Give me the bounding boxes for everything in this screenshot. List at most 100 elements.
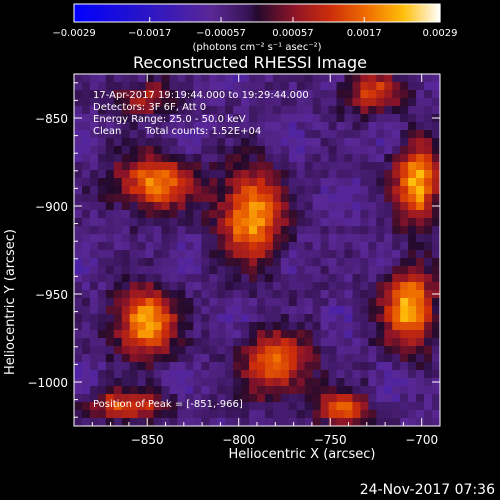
heatmap-cell <box>360 266 369 275</box>
heatmap-cell <box>81 138 91 147</box>
heatmap-cell <box>264 130 274 139</box>
heatmap-cell <box>177 194 186 203</box>
heatmap-cell <box>145 146 154 155</box>
heatmap-cell <box>416 202 425 211</box>
heatmap-cell <box>280 306 290 315</box>
heatmap-cell <box>312 274 322 283</box>
heatmap-cell <box>74 74 83 83</box>
heatmap-cell <box>241 322 250 331</box>
heatmap-cell <box>416 162 425 171</box>
heatmap-cell <box>249 370 258 379</box>
heatmap-cell <box>74 386 83 395</box>
heatmap-cell <box>249 90 258 99</box>
heatmap-cell <box>384 394 393 403</box>
heatmap-cell <box>137 386 147 395</box>
annotation-detectors: Detectors: 3F 6F, Att 0 <box>93 102 206 113</box>
heatmap-cell <box>145 418 154 426</box>
heatmap-cell <box>137 74 147 83</box>
heatmap-cell <box>89 218 99 227</box>
heatmap-cell <box>424 82 433 91</box>
heatmap-cell <box>304 178 314 187</box>
heatmap-cell <box>416 242 425 251</box>
heatmap-cell <box>177 394 186 403</box>
heatmap-cell <box>408 218 417 227</box>
heatmap-cell <box>280 210 290 219</box>
heatmap-cell <box>97 90 107 99</box>
heatmap-cell <box>185 218 194 227</box>
heatmap-cell <box>225 146 234 155</box>
colorbar-segment <box>155 4 159 22</box>
colorbar-segment <box>209 4 213 22</box>
heatmap-cell <box>113 122 123 131</box>
heatmap-cell <box>272 178 282 187</box>
heatmap-cell <box>368 106 377 115</box>
heatmap-cell <box>376 282 385 291</box>
heatmap-cell <box>296 322 306 331</box>
heatmap-cell <box>368 90 377 99</box>
heatmap-cell <box>217 274 226 283</box>
heatmap-cell <box>129 330 139 339</box>
heatmap-cell <box>344 74 353 83</box>
heatmap-cell <box>288 266 298 275</box>
heatmap-cell <box>97 250 107 259</box>
heatmap-cell <box>193 98 202 107</box>
heatmap-cell <box>416 314 425 323</box>
heatmap-cell <box>304 98 314 107</box>
heatmap-cell <box>169 226 178 235</box>
heatmap-cell <box>257 282 266 291</box>
heatmap-cell <box>272 410 282 419</box>
heatmap-cell <box>257 90 266 99</box>
heatmap-cell <box>81 146 91 155</box>
colorbar-segment <box>203 4 207 22</box>
heatmap-cell <box>432 242 440 251</box>
heatmap-cell <box>257 362 266 371</box>
heatmap-cell <box>392 370 401 379</box>
heatmap-cell <box>121 218 131 227</box>
heatmap-cell <box>296 194 306 203</box>
heatmap-cell <box>169 138 178 147</box>
heatmap-cell <box>424 122 433 131</box>
heatmap-cell <box>376 210 385 219</box>
heatmap-cell <box>360 138 369 147</box>
heatmap-cell <box>360 394 369 403</box>
heatmap-cell <box>201 314 210 323</box>
heatmap-cell <box>352 234 361 243</box>
heatmap-cell <box>209 82 218 91</box>
heatmap-cell <box>169 210 178 219</box>
heatmap-cell <box>376 378 385 387</box>
heatmap-cell <box>185 306 194 315</box>
heatmap-cell <box>105 170 115 179</box>
heatmap-cell <box>193 194 202 203</box>
heatmap-cell <box>392 130 401 139</box>
heatmap-cell <box>97 170 107 179</box>
heatmap-cell <box>424 210 433 219</box>
heatmap-cell <box>97 98 107 107</box>
heatmap-cell <box>328 314 337 323</box>
heatmap-cell <box>129 290 139 299</box>
heatmap-cell <box>81 266 91 275</box>
heatmap-cell <box>81 306 91 315</box>
heatmap-cell <box>272 354 282 363</box>
heatmap-cell <box>193 418 202 426</box>
heatmap-cell <box>137 186 147 195</box>
heatmap-cell <box>336 74 345 83</box>
heatmap-cell <box>105 122 115 131</box>
heatmap-cell <box>89 378 99 387</box>
heatmap-cell <box>129 234 139 243</box>
heatmap-cell <box>169 242 178 251</box>
heatmap-cell <box>233 370 242 379</box>
colorbar-segment <box>419 4 423 22</box>
heatmap-cell <box>81 354 91 363</box>
heatmap-cell <box>328 170 337 179</box>
heatmap-cell <box>392 122 401 131</box>
heatmap-cell <box>161 154 170 163</box>
heatmap-cell <box>113 82 123 91</box>
heatmap-cell <box>320 386 330 395</box>
heatmap-cell <box>137 178 147 187</box>
heatmap-cell <box>392 250 401 259</box>
heatmap-cell <box>312 306 322 315</box>
heatmap-cell <box>296 146 306 155</box>
heatmap-cell <box>161 74 170 83</box>
heatmap-cell <box>97 202 107 211</box>
heatmap-cell <box>241 226 250 235</box>
